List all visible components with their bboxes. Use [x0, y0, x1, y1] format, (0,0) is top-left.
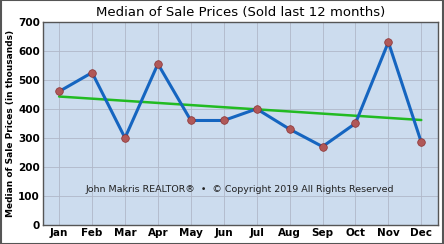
Point — [286, 127, 293, 131]
Point — [319, 145, 326, 149]
Y-axis label: Median of Sale Prices (in thousands): Median of Sale Prices (in thousands) — [6, 30, 15, 217]
Title: Median of Sale Prices (Sold last 12 months): Median of Sale Prices (Sold last 12 mont… — [95, 6, 385, 19]
Point — [56, 90, 63, 93]
Point — [88, 71, 95, 75]
Point — [187, 119, 194, 122]
Point — [253, 107, 260, 111]
Point — [220, 119, 227, 122]
Point — [122, 136, 129, 140]
Point — [385, 40, 392, 44]
Point — [418, 140, 425, 144]
Point — [352, 122, 359, 125]
Point — [155, 62, 162, 66]
Text: John Makris REALTOR®  •  © Copyright 2019 All Rights Reserved: John Makris REALTOR® • © Copyright 2019 … — [86, 185, 394, 194]
